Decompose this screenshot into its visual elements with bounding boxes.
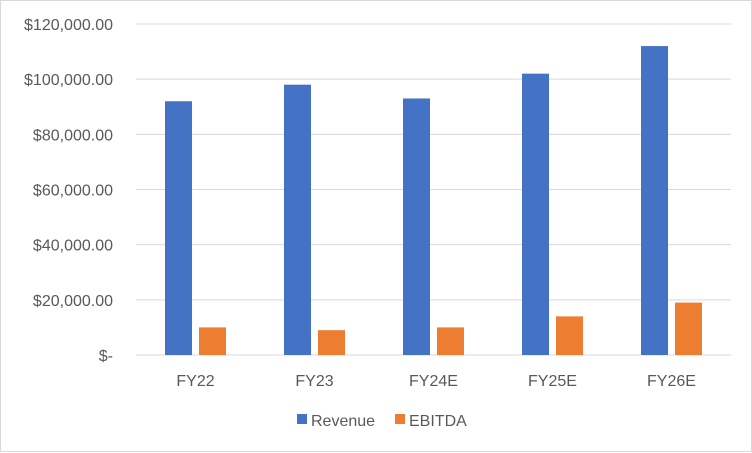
bar-ebitda-fy25e [556,316,583,355]
bar-ebitda-fy22 [199,327,226,355]
bar-revenue-fy24e [403,98,430,355]
bar-revenue-fy26e [641,46,668,356]
bar-ebitda-fy23 [318,330,345,355]
legend-swatch-revenue [297,414,307,424]
legend-label-ebitda: EBITDA [409,413,467,430]
y-tick-label: $60,000.00 [33,183,113,200]
y-tick-label: $40,000.00 [33,238,113,255]
y-tick-label: $- [99,348,113,365]
legend: Revenue EBITDA [297,413,467,430]
bar-ebitda-fy24e [437,327,464,355]
y-tick-label: $100,000.00 [24,72,113,89]
bar-revenue-fy25e [522,73,549,356]
legend-swatch-ebitda [395,414,405,424]
legend-label-revenue: Revenue [311,413,375,430]
x-axis-tick-labels: FY22 FY23 FY24E FY25E FY26E [176,373,696,390]
bars [165,46,702,356]
x-tick-label: FY22 [176,373,214,390]
y-tick-label: $20,000.00 [33,293,113,310]
gridlines [136,23,731,356]
y-tick-label: $120,000.00 [24,17,113,34]
x-tick-label: FY25E [528,373,577,390]
y-tick-label: $80,000.00 [33,127,113,144]
bar-revenue-fy23 [284,84,311,355]
y-axis-tick-labels: $- $20,000.00 $40,000.00 $60,000.00 $80,000.… [24,17,113,365]
x-tick-label: FY26E [647,373,696,390]
x-tick-label: FY24E [409,373,458,390]
bar-ebitda-fy26e [675,302,702,355]
bar-revenue-fy22 [165,101,192,355]
x-tick-label: FY23 [295,373,333,390]
